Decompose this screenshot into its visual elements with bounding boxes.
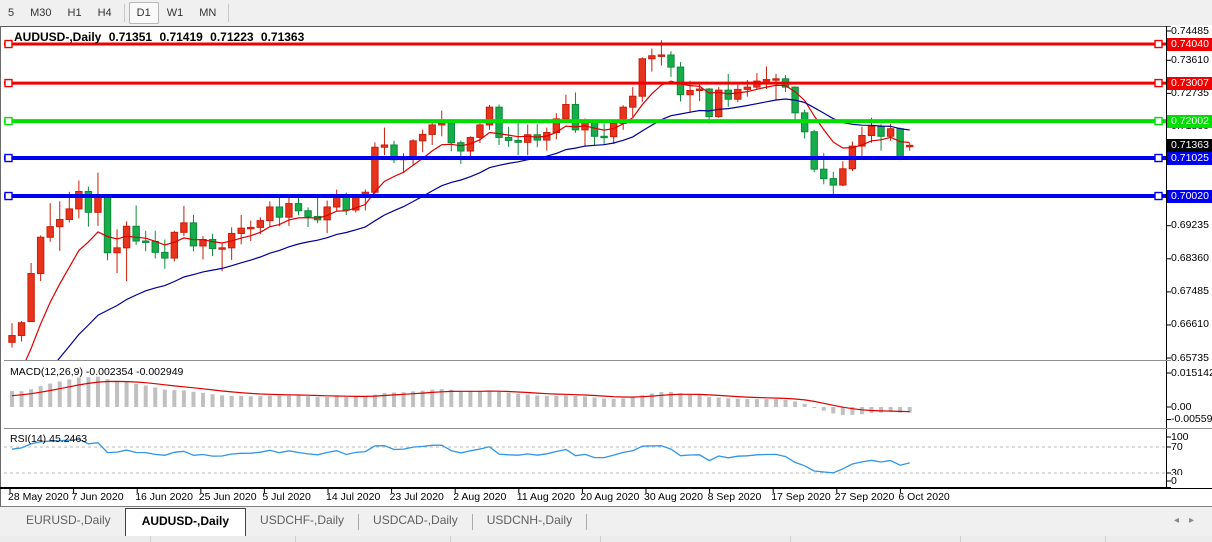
statusbar-divider [790,536,791,542]
timeframe-button-5[interactable]: 5 [8,7,15,19]
date-label: 14 Jul 2020 [326,491,381,503]
date-label: 5 Jul 2020 [262,491,311,503]
price-tick-0.74485: 0.74485 [1171,24,1212,38]
price-badge-0.72002: 0.72002 [1167,114,1212,128]
price-tick-0.68360: 0.68360 [1171,252,1212,266]
rsi-tick-100: 100 [1171,430,1212,444]
macd-values: -0.002354 -0.002949 [85,366,184,378]
macd-indicator-label: MACD(12,26,9) -0.002354 -0.002949 [10,366,183,378]
price-tick-0.72735: 0.72735 [1171,86,1212,100]
date-label: 17 Sep 2020 [771,491,831,503]
date-label: 2 Aug 2020 [453,491,507,503]
timeframe-button-MN[interactable]: MN [199,7,217,19]
statusbar-divider [600,536,601,542]
date-label: 28 May 2020 [8,491,69,503]
price-tick-0.69235: 0.69235 [1171,219,1212,233]
statusbar-divider [960,536,961,542]
chart-window[interactable] [0,26,1212,507]
date-label: 16 Jun 2020 [135,491,193,503]
tab-scroll-left-icon[interactable]: ◂ [1173,515,1189,526]
date-label: 30 Aug 2020 [644,491,703,503]
chart-symbol-label: AUDUSD-,Daily [14,30,102,44]
date-label: 11 Aug 2020 [516,491,575,503]
chart-title: AUDUSD-,Daily 0.71351 0.71419 0.71223 0.… [14,30,308,44]
timeframe-button-M30[interactable]: M30 [30,7,52,19]
price-badge-0.74040: 0.74040 [1167,37,1212,51]
tab-separator [471,514,473,530]
statusbar-divider [1105,536,1106,542]
tab-scroll-right-icon[interactable]: ▸ [1188,515,1204,526]
price-badge-0.73007: 0.73007 [1167,76,1212,90]
date-label: 27 Sep 2020 [834,491,895,503]
statusbar-divider [150,536,151,542]
tab-scroll-arrows[interactable]: ◂▸ [1174,515,1204,526]
toolbar-separator [228,4,230,22]
rsi-name: RSI(14) [10,433,47,445]
statusbar-divider [450,536,451,542]
tab-audusd[interactable]: AUDUSD-,Daily [124,508,247,536]
chart-tab-bar: EURUSD-,Daily AUDUSD-,Daily USDCHF-,Daily U… [0,508,1212,536]
timeframe-toolbar: 5 M30 H1 H4 D1 W1 MN [0,0,1212,26]
macd-tick-0.00: 0.00 [1171,400,1212,414]
date-label: 23 Jul 2020 [389,491,444,503]
statusbar-divider [295,536,296,542]
tab-usdcad[interactable]: USDCAD-,Daily [373,513,458,527]
timeframe-button-W1[interactable]: W1 [166,7,184,19]
ohlc-close: 0.71363 [260,30,305,44]
price-tick-0.67485: 0.67485 [1171,285,1212,299]
date-label: 25 Jun 2020 [198,491,257,503]
rsi-value: 45.2463 [49,433,88,445]
date-label: 20 Aug 2020 [580,491,640,503]
tab-separator [358,514,360,530]
price-tick-0.66610: 0.66610 [1171,318,1212,332]
ohlc-high: 0.71419 [159,30,203,44]
macd-tick-0.015142: 0.015142 [1171,366,1212,380]
date-label: 7 Jun 2020 [71,491,124,503]
date-label: 6 Oct 2020 [898,491,950,503]
rsi-tick-70: 70 [1171,440,1212,454]
macd-tick--0.005595: -0.005595 [1171,413,1212,427]
tab-usdcnh[interactable]: USDCNH-,Daily [486,513,573,527]
timeframe-button-H4[interactable]: H4 [97,7,112,19]
tab-eurusd[interactable]: EURUSD-,Daily [26,513,111,527]
tab-usdchf[interactable]: USDCHF-,Daily [260,513,345,527]
timeframe-button-D1[interactable]: D1 [128,2,159,24]
ohlc-low: 0.71223 [210,30,254,44]
price-badge-0.70020: 0.70020 [1167,189,1212,203]
price-badge-0.71025: 0.71025 [1167,151,1212,165]
toolbar-separator [123,4,125,22]
macd-name: MACD(12,26,9) [10,366,83,378]
chart-window-left-frame [0,26,1,507]
current-price-badge: 0.71363 [1167,138,1212,152]
price-tick-0.65735: 0.65735 [1171,351,1212,365]
ohlc-open: 0.71351 [108,30,153,44]
status-bar [0,536,1212,542]
price-tick-0.73610: 0.73610 [1171,53,1212,67]
timeframe-button-H1[interactable]: H1 [67,7,82,19]
tab-separator [586,514,588,530]
rsi-indicator-label: RSI(14) 45.2463 [10,433,87,445]
rsi-tick-0: 0 [1171,474,1212,488]
date-label: 8 Sep 2020 [707,491,762,503]
